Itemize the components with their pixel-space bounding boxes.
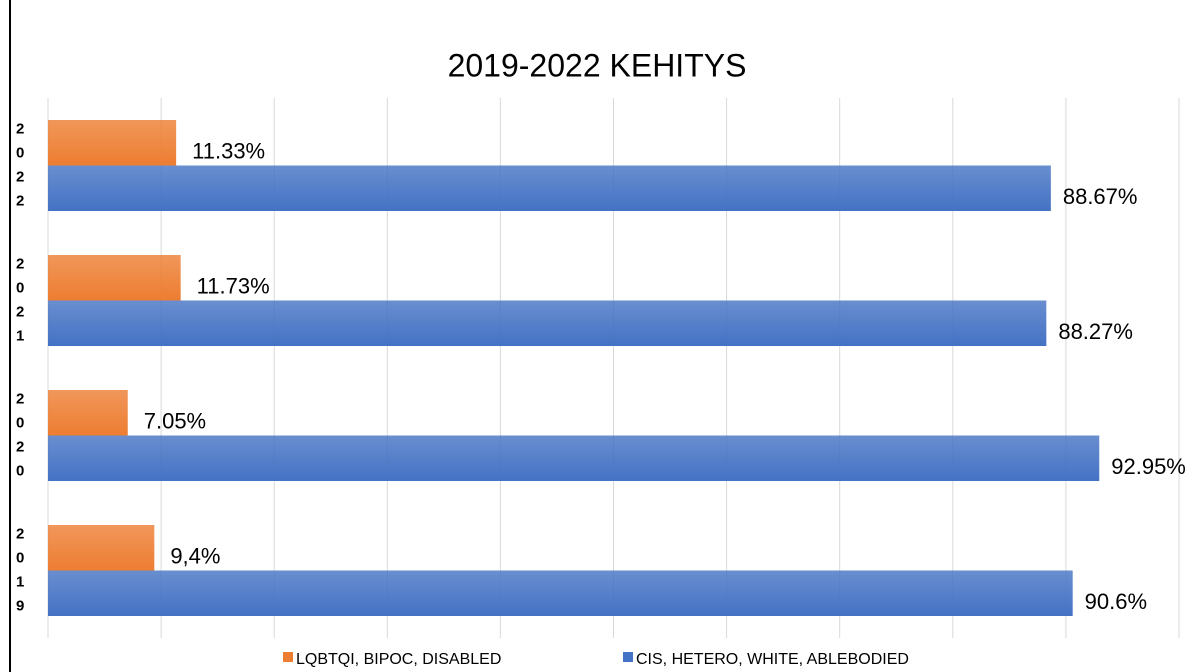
bar	[48, 525, 155, 571]
data-label: 90.6%	[1085, 589, 1147, 614]
data-label: 11.73%	[197, 274, 270, 299]
bar	[48, 165, 1051, 211]
legend-label: LQBTQI, BIPOC, DISABLED	[296, 651, 501, 668]
bar	[48, 120, 177, 166]
data-label: 92.95%	[1111, 454, 1186, 479]
data-label: 7.05%	[144, 409, 206, 434]
bar	[48, 390, 128, 436]
data-label: 11.33%	[192, 139, 265, 164]
legend-swatch	[623, 652, 633, 662]
data-label: 88.67%	[1063, 184, 1138, 209]
bar	[48, 300, 1047, 346]
chart-title: 2019-2022 KEHITYS	[448, 47, 747, 83]
bar	[48, 435, 1100, 481]
data-label: 88.27%	[1058, 319, 1133, 344]
bar	[48, 255, 181, 301]
bar	[48, 570, 1073, 616]
legend-label: CIS, HETERO, WHITE, ABLEBODIED	[636, 651, 909, 668]
legend-swatch	[283, 652, 293, 662]
data-label: 9,4%	[170, 544, 220, 569]
